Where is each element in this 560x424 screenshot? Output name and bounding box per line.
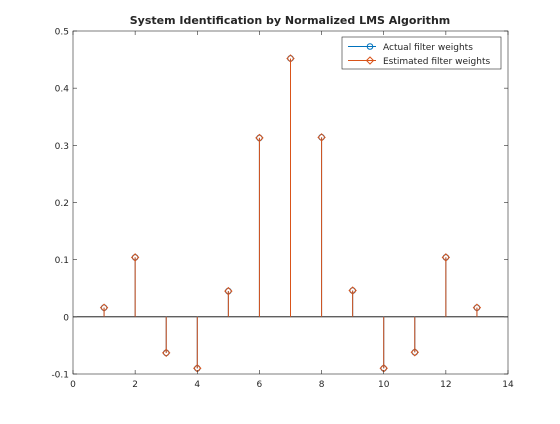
estimated-marker: [317, 133, 326, 142]
legend-estimated-marker: [365, 56, 375, 65]
x-tick-label: 0: [70, 380, 76, 390]
estimated-marker: [286, 54, 295, 63]
markers-layer: [99, 54, 482, 373]
axes-layer: 0 2 4 6 8 10 12 14-0.100.10.20.30.40.5: [51, 28, 514, 391]
legend-actual-label: Actual filter weights: [383, 43, 473, 53]
x-tick-label: 12: [440, 380, 451, 390]
estimated-marker: [441, 253, 451, 262]
estimated-marker: [162, 348, 171, 358]
y-tick-label: 0.1: [55, 256, 69, 266]
estimated-marker: [255, 133, 264, 143]
legend-box: [341, 36, 502, 70]
estimated-marker: [348, 286, 357, 295]
legend-estimated-label: Estimated filter weights: [383, 57, 490, 67]
legend-actual-marker: [366, 43, 374, 50]
estimated-marker: [99, 303, 109, 312]
x-tick-label: 4: [194, 380, 200, 390]
y-tick-label: 0: [63, 313, 69, 323]
chart-title: System Identification by Normalized LMS …: [130, 14, 451, 27]
y-tick-label: 0.4: [55, 85, 70, 95]
stems-layer: [103, 58, 478, 369]
estimated-marker: [410, 348, 419, 357]
x-tick-label: 2: [132, 380, 138, 390]
y-tick-label: 0.5: [55, 28, 69, 38]
y-tick-label: 0.2: [55, 199, 69, 209]
legend: Actual filter weights Estimated filter w…: [341, 36, 502, 70]
y-tick-label: -0.1: [51, 371, 69, 381]
y-tick-label: 0.3: [55, 142, 69, 152]
estimated-marker: [130, 253, 140, 262]
x-tick-label: 6: [257, 380, 263, 390]
x-tick-label: 8: [319, 380, 325, 390]
x-tick-label: 10: [378, 380, 390, 390]
x-tick-label: 14: [502, 380, 514, 390]
estimated-marker: [224, 286, 233, 296]
estimated-marker: [472, 303, 482, 312]
